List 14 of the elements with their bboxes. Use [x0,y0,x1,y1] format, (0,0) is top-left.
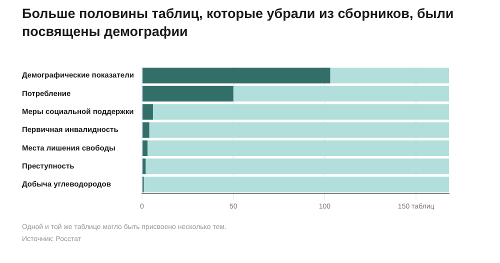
bar [152,104,449,120]
bar [142,104,153,120]
bar [142,68,330,84]
chart-title: Больше половины таблиц, которые убрали из сборников, были посвящены демографии [22,5,455,41]
bar [142,158,146,174]
bar [149,122,449,138]
bar [142,86,234,102]
bar [142,122,150,138]
bar [330,68,449,84]
bar [147,140,449,156]
bar [233,86,449,102]
bar [144,176,449,192]
bar [142,140,148,156]
bar [146,158,449,174]
